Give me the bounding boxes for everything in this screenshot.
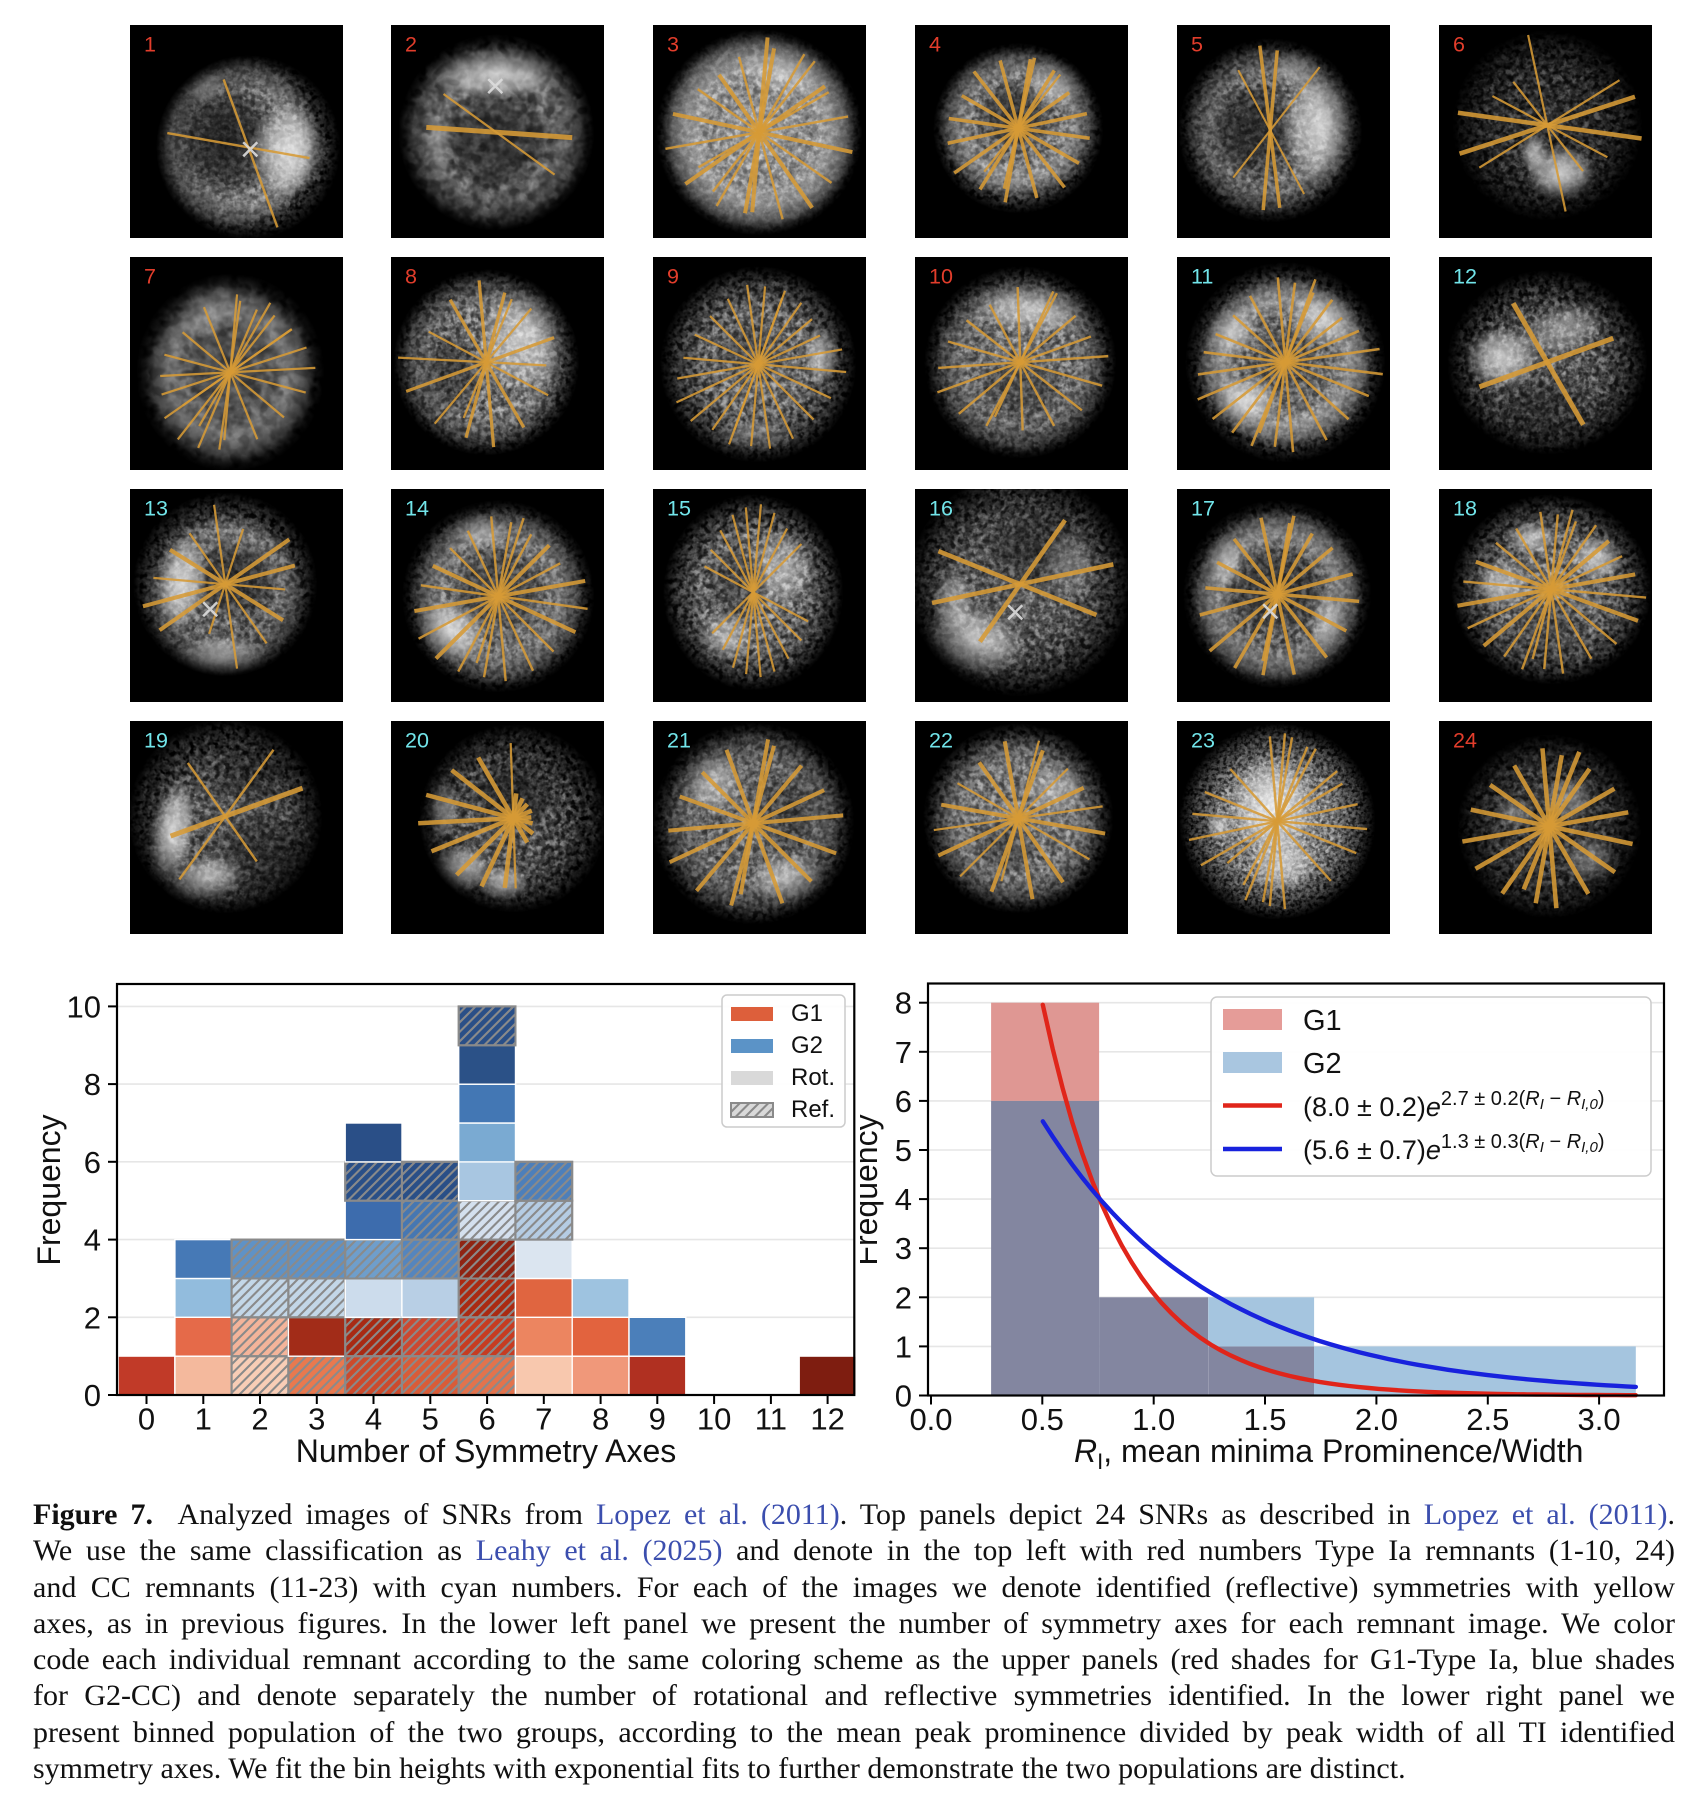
svg-text:1: 1: [895, 1329, 912, 1364]
svg-text:Ref.: Ref.: [791, 1096, 835, 1123]
svg-text:Frequency: Frequency: [860, 1114, 884, 1265]
svg-text:(5.6 ± 0.7)e1.3 ± 0.3(RI − RI,: (5.6 ± 0.7)e1.3 ± 0.3(RI − RI,0): [1303, 1131, 1605, 1165]
svg-text:0.0: 0.0: [909, 1402, 952, 1437]
svg-text:11: 11: [1191, 264, 1213, 289]
svg-text:5: 5: [895, 1133, 912, 1168]
svg-text:20: 20: [405, 727, 429, 752]
svg-text:5: 5: [1191, 32, 1203, 57]
svg-text:(8.0 ± 0.2)e2.7 ± 0.2(RI − RI,: (8.0 ± 0.2)e2.7 ± 0.2(RI − RI,0): [1303, 1088, 1605, 1122]
svg-text:2.5: 2.5: [1466, 1402, 1509, 1437]
svg-text:18: 18: [1453, 496, 1477, 521]
svg-text:1.5: 1.5: [1243, 1402, 1286, 1437]
svg-text:2: 2: [251, 1402, 268, 1437]
svg-text:11: 11: [755, 1402, 787, 1437]
svg-text:2: 2: [84, 1300, 101, 1335]
svg-text:3: 3: [308, 1402, 325, 1437]
svg-text:4: 4: [365, 1402, 382, 1437]
svg-text:17: 17: [1191, 496, 1215, 521]
svg-text:9: 9: [667, 264, 679, 289]
svg-text:2.0: 2.0: [1355, 1402, 1398, 1437]
svg-text:G1: G1: [1303, 1005, 1342, 1037]
svg-text:8: 8: [84, 1067, 101, 1102]
svg-text:3: 3: [895, 1231, 912, 1266]
svg-text:14: 14: [405, 496, 429, 521]
svg-text:23: 23: [1191, 727, 1215, 752]
svg-text:8: 8: [895, 986, 912, 1021]
svg-text:15: 15: [667, 496, 691, 521]
svg-text:22: 22: [929, 727, 953, 752]
svg-text:12: 12: [1453, 264, 1477, 289]
svg-text:Frequency: Frequency: [31, 1114, 67, 1265]
svg-text:0: 0: [84, 1378, 101, 1413]
svg-text:8: 8: [405, 264, 417, 289]
svg-text:7: 7: [895, 1035, 912, 1070]
svg-text:16: 16: [929, 496, 953, 521]
svg-text:0: 0: [138, 1402, 155, 1437]
svg-text:3: 3: [667, 32, 679, 57]
svg-text:24: 24: [1453, 727, 1477, 752]
svg-text:4: 4: [84, 1223, 101, 1258]
svg-text:1: 1: [195, 1402, 212, 1437]
svg-text:2: 2: [405, 32, 417, 57]
svg-text:19: 19: [144, 727, 168, 752]
svg-text:3.0: 3.0: [1578, 1402, 1621, 1437]
svg-text:6: 6: [84, 1145, 101, 1180]
svg-text:13: 13: [144, 496, 168, 521]
svg-text:G2: G2: [791, 1032, 823, 1059]
svg-text:10: 10: [697, 1402, 731, 1437]
svg-text:7: 7: [535, 1402, 552, 1437]
svg-text:10: 10: [67, 989, 101, 1024]
svg-text:0.5: 0.5: [1021, 1402, 1064, 1437]
svg-text:Rot.: Rot.: [791, 1064, 835, 1091]
svg-text:6: 6: [478, 1402, 495, 1437]
svg-text:1.0: 1.0: [1132, 1402, 1175, 1437]
svg-text:9: 9: [649, 1402, 666, 1437]
svg-text:21: 21: [667, 727, 691, 752]
svg-text:6: 6: [1453, 32, 1465, 57]
svg-text:5: 5: [422, 1402, 439, 1437]
svg-text:4: 4: [895, 1182, 912, 1217]
svg-text:4: 4: [929, 32, 941, 57]
svg-text:7: 7: [144, 264, 156, 289]
svg-text:2: 2: [895, 1280, 912, 1315]
svg-text:0: 0: [895, 1379, 912, 1414]
svg-text:1: 1: [144, 32, 156, 57]
svg-text:Number of Symmetry Axes: Number of Symmetry Axes: [296, 1433, 677, 1469]
svg-text:12: 12: [810, 1402, 844, 1437]
svg-text:G2: G2: [1303, 1048, 1342, 1080]
svg-text:10: 10: [929, 264, 953, 289]
svg-text:8: 8: [592, 1402, 609, 1437]
svg-text:G1: G1: [791, 1000, 823, 1027]
svg-text:6: 6: [895, 1084, 912, 1119]
svg-text:RI, mean minima Prominence/Wid: RI, mean minima Prominence/Width: [1074, 1433, 1583, 1474]
